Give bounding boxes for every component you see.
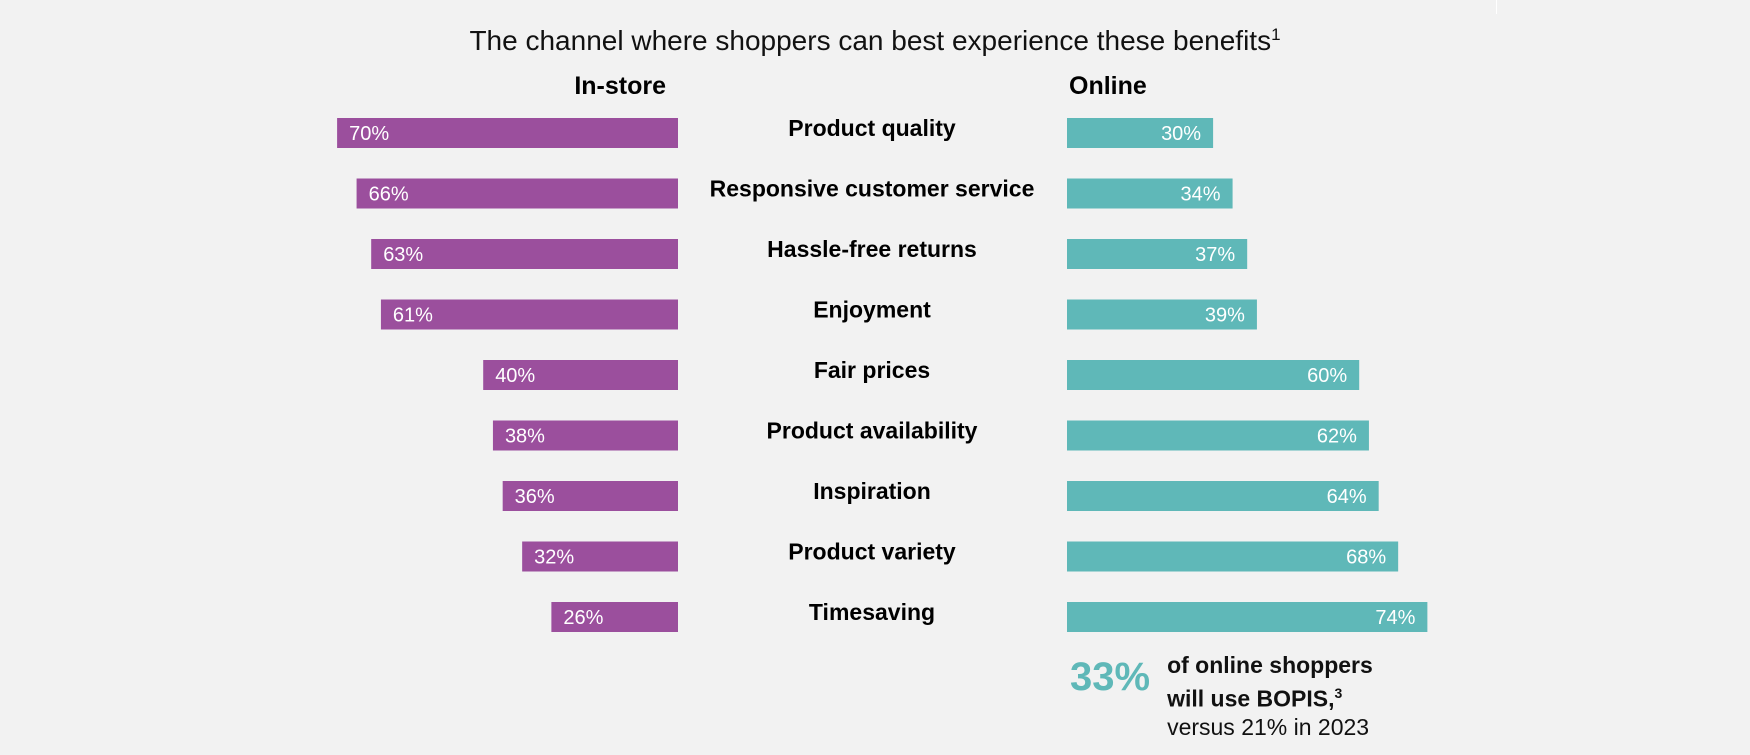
category-label-timesaving: Timesaving [809, 599, 935, 625]
category-label-fair-prices: Fair prices [814, 357, 930, 383]
online-bar-product-variety [1067, 541, 1399, 572]
in-store-value-label-product-variety: 32% [534, 547, 574, 569]
diverging-bar-chart: The channel where shoppers can best expe… [337, 25, 1428, 632]
online-value-label-responsive-customer-service: 34% [1181, 184, 1221, 206]
bopis-callout: 33% of online shoppers will use BOPIS,3 … [1070, 651, 1373, 741]
online-value-label-product-availability: 62% [1317, 426, 1357, 448]
category-label-responsive-customer-service: Responsive customer service [710, 176, 1035, 202]
online-bar-enjoyment [1067, 299, 1257, 330]
chart-title: The channel where shoppers can best expe… [469, 25, 1280, 56]
in-store-bar-inspiration [502, 481, 678, 511]
callout-line-3: versus 21% in 2023 [1167, 713, 1370, 740]
online-value-label-hassle-free-returns: 37% [1195, 244, 1235, 266]
callout-line-2-superscript: 3 [1334, 685, 1343, 701]
online-bar-inspiration [1067, 481, 1379, 511]
online-value-label-enjoyment: 39% [1205, 305, 1245, 327]
in-store-bar-hassle-free-returns [371, 239, 678, 269]
online-value-label-product-variety: 68% [1346, 547, 1386, 569]
online-value-label-timesaving: 74% [1375, 607, 1415, 629]
online-value-label-fair-prices: 60% [1307, 365, 1347, 387]
online-bar-responsive-customer-service [1067, 178, 1233, 209]
category-label-enjoyment: Enjoyment [813, 297, 931, 323]
in-store-value-label-responsive-customer-service: 66% [369, 184, 409, 206]
in-store-value-label-product-availability: 38% [505, 426, 545, 448]
in-store-bar-timesaving [551, 602, 678, 632]
category-label-product-variety: Product variety [788, 539, 956, 565]
category-label-inspiration: Inspiration [813, 478, 931, 504]
in-store-value-label-fair-prices: 40% [495, 365, 535, 387]
callout-line-2: will use BOPIS,3 [1167, 679, 1373, 713]
in-store-bar-product-quality [337, 118, 678, 148]
online-bar-timesaving [1067, 602, 1428, 632]
in-store-bar-product-variety [522, 541, 678, 572]
chart-title-text: The channel where shoppers can best expe… [469, 25, 1271, 56]
callout-value: 33% [1070, 655, 1151, 699]
in-store-value-label-product-quality: 70% [349, 123, 389, 145]
in-store-value-label-inspiration: 36% [515, 486, 555, 508]
in-store-bar-fair-prices [483, 360, 678, 390]
category-label-hassle-free-returns: Hassle-free returns [767, 236, 977, 262]
in-store-value-label-enjoyment: 61% [393, 305, 433, 327]
callout-line-2-text: will use BOPIS, [1167, 685, 1335, 712]
in-store-value-label-timesaving: 26% [563, 607, 603, 629]
in-store-bar-enjoyment [380, 299, 678, 330]
callout-text: of online shoppers will use BOPIS,3 vers… [1167, 651, 1373, 741]
top-right-edge-line [1496, 0, 1497, 14]
in-store-bar-responsive-customer-service [356, 178, 678, 209]
in-store-value-label-hassle-free-returns: 63% [383, 244, 423, 266]
category-label-product-quality: Product quality [788, 115, 956, 141]
online-bar-product-availability [1067, 420, 1369, 451]
in-store-column-heading: In-store [574, 72, 666, 100]
bar-group: 70% Product quality 30% 66% Responsive custo… [337, 115, 1428, 632]
online-column-heading: Online [1069, 72, 1147, 100]
online-bar-product-quality [1067, 118, 1214, 148]
chart-title-superscript: 1 [1271, 25, 1280, 44]
in-store-bar-product-availability [492, 420, 678, 451]
online-value-label-product-quality: 30% [1161, 123, 1201, 145]
online-value-label-inspiration: 64% [1327, 486, 1367, 508]
category-label-product-availability: Product availability [767, 418, 978, 444]
online-bar-fair-prices [1067, 360, 1360, 390]
online-bar-hassle-free-returns [1067, 239, 1248, 269]
callout-line-1: of online shoppers [1167, 652, 1373, 678]
